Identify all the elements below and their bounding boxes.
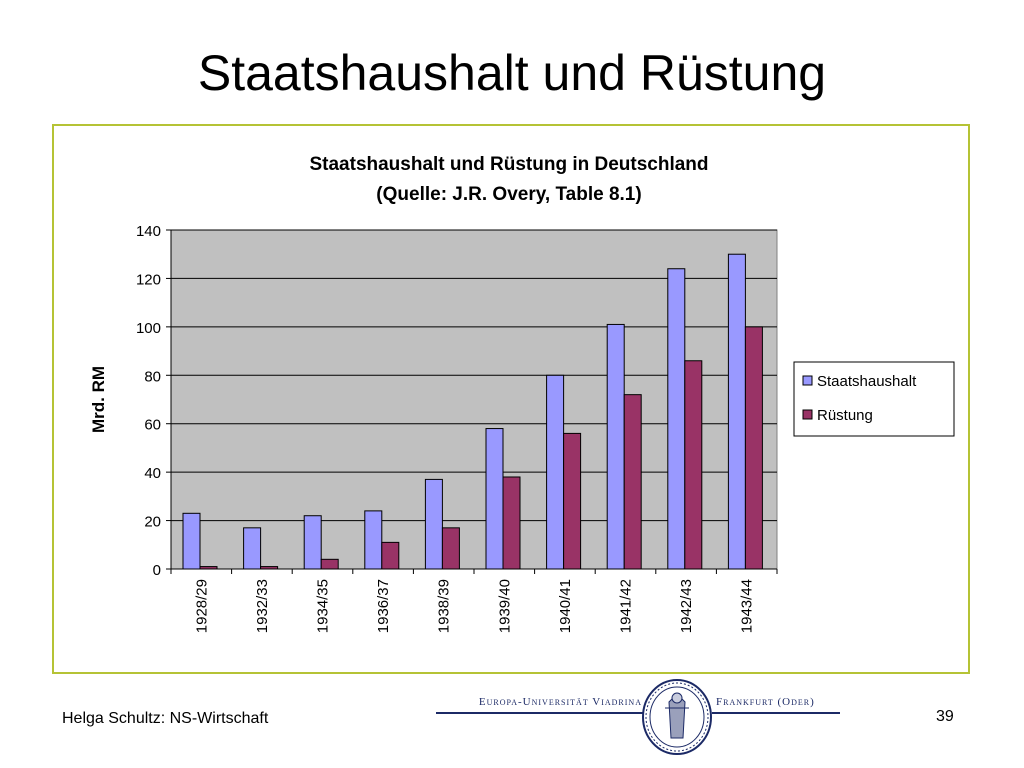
x-tick-label: 1932/33 bbox=[254, 579, 271, 633]
legend-label-staatshaushalt: Staatshaushalt bbox=[817, 373, 917, 390]
chart-title: Staatshaushalt und Rüstung in Deutschlan… bbox=[309, 154, 708, 175]
y-tick-label: 40 bbox=[144, 465, 161, 482]
x-tick-label: 1943/44 bbox=[739, 579, 756, 633]
bar-ruestung bbox=[441, 527, 460, 570]
y-tick-label: 0 bbox=[153, 562, 161, 579]
bar-staatshaushalt bbox=[303, 515, 322, 570]
page-number: 39 bbox=[936, 708, 954, 725]
y-tick-label: 60 bbox=[144, 417, 161, 434]
bar-chart: Staatshaushalt und Rüstung in Deutschlan… bbox=[89, 154, 955, 633]
bar-ruestung bbox=[563, 432, 582, 570]
legend-label-ruestung: Rüstung bbox=[817, 407, 873, 424]
university-name: Europa-Universität Viadrina bbox=[478, 696, 642, 708]
x-tick-label: 1939/40 bbox=[496, 579, 513, 633]
bar-ruestung bbox=[502, 476, 521, 570]
legend-swatch-staatshaushalt bbox=[802, 375, 813, 386]
bar-ruestung bbox=[260, 566, 279, 570]
bar-ruestung bbox=[381, 541, 400, 570]
y-tick-label: 100 bbox=[136, 320, 161, 337]
bar-staatshaushalt bbox=[182, 512, 201, 570]
logo-rule-left bbox=[436, 712, 646, 714]
x-tick-label: 1938/39 bbox=[436, 579, 453, 633]
legend-swatch-ruestung bbox=[802, 409, 813, 420]
x-tick-label: 1934/35 bbox=[315, 579, 332, 633]
footer-author: Helga Schultz: NS-Wirtschaft bbox=[62, 710, 269, 727]
bar-ruestung bbox=[199, 566, 218, 570]
x-tick-label: 1928/29 bbox=[193, 579, 210, 633]
bar-staatshaushalt bbox=[485, 428, 504, 570]
bar-staatshaushalt bbox=[424, 478, 443, 570]
x-tick-label: 1941/42 bbox=[618, 579, 635, 633]
x-tick-label: 1942/43 bbox=[678, 579, 695, 633]
bar-ruestung bbox=[744, 326, 763, 570]
bar-staatshaushalt bbox=[727, 253, 746, 570]
bar-staatshaushalt bbox=[243, 527, 262, 570]
bar-ruestung bbox=[684, 360, 703, 570]
bar-ruestung bbox=[320, 558, 339, 570]
university-city: Frankfurt (Oder) bbox=[716, 696, 815, 708]
x-tick-label: 1940/41 bbox=[557, 579, 574, 633]
legend-box bbox=[793, 361, 955, 437]
y-tick-label: 20 bbox=[144, 514, 161, 531]
slide-title: Staatshaushalt und Rüstung bbox=[197, 45, 827, 101]
bar-staatshaushalt bbox=[606, 323, 625, 570]
bar-ruestung bbox=[623, 394, 642, 570]
y-axis-label: Mrd. RM bbox=[89, 366, 108, 433]
x-tick-label: 1936/37 bbox=[375, 579, 392, 633]
chart-subtitle: (Quelle: J.R. Overy, Table 8.1) bbox=[376, 184, 641, 205]
logo-rule-right bbox=[712, 712, 840, 714]
y-tick-label: 80 bbox=[144, 368, 161, 385]
bar-staatshaushalt bbox=[546, 374, 565, 570]
university-seal-icon bbox=[641, 678, 713, 761]
chart-frame: Staatshaushalt und Rüstung in Deutschlan… bbox=[52, 124, 970, 674]
y-tick-label: 140 bbox=[136, 223, 161, 240]
y-tick-label: 120 bbox=[136, 271, 161, 288]
bar-staatshaushalt bbox=[667, 268, 686, 570]
bar-staatshaushalt bbox=[364, 510, 383, 570]
